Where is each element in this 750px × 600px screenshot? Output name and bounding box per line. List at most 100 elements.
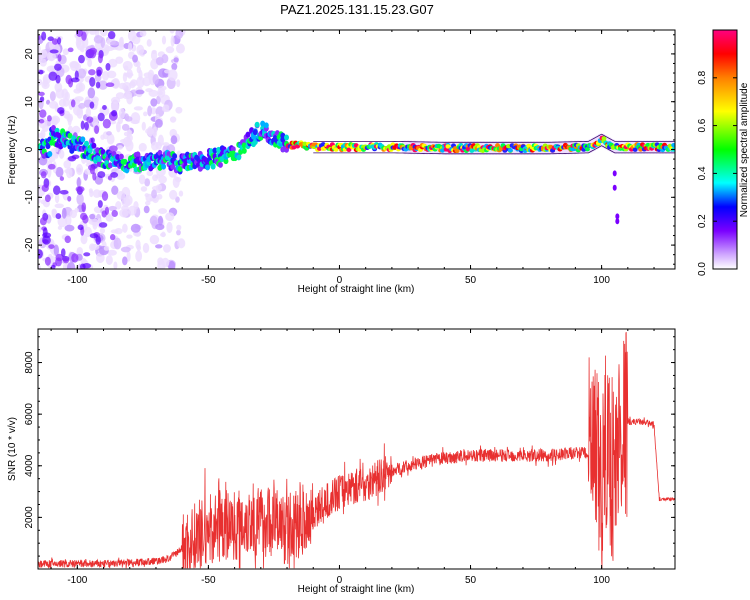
heatmap-cell	[47, 163, 56, 170]
snr-panel: -100 -50 0 50 100 2000 4000 6000 8000 Height of…	[7, 328, 676, 595]
heatmap-cell	[115, 92, 125, 99]
heatmap-cell	[106, 131, 112, 136]
heatmap-cell	[126, 251, 131, 262]
heatmap-cell	[69, 61, 79, 72]
heatmap-cell	[223, 158, 229, 165]
heatmap-cell	[46, 51, 56, 62]
heatmap-cell	[59, 176, 65, 181]
heatmap-cell	[100, 148, 106, 155]
heatmap-cell	[236, 154, 242, 161]
heatmap-cell	[76, 246, 84, 257]
heatmap-cell	[157, 257, 164, 266]
heatmap-cell	[107, 175, 113, 181]
heatmap-cell	[109, 234, 116, 241]
heatmap-cell	[105, 255, 113, 266]
heatmap-cell	[178, 190, 184, 197]
heatmap-cell	[174, 176, 182, 183]
heatmap-cell	[53, 185, 61, 195]
heatmap-cell	[102, 118, 111, 129]
heatmap-cell	[157, 215, 164, 226]
heatmap-cell	[77, 68, 87, 79]
heatmap-cell	[115, 201, 122, 210]
heatmap-cell	[141, 121, 146, 131]
heatmap-cell	[89, 30, 97, 35]
heatmap-cell	[98, 222, 108, 228]
heatmap-cell	[123, 131, 129, 137]
heatmap-cell	[152, 126, 158, 138]
heatmap-cell	[80, 120, 85, 130]
heatmap-cell	[101, 210, 107, 218]
heatmap-cell	[64, 235, 71, 244]
heatmap-cell	[83, 252, 91, 257]
heatmap-cell	[612, 184, 617, 191]
colorbar-ticks: 0.0 0.2 0.4 0.6 0.8	[697, 70, 737, 276]
heatmap-cell	[106, 133, 115, 145]
colorbar-gradient	[712, 29, 738, 270]
heatmap-cell	[103, 44, 110, 54]
heatmap-cell	[42, 124, 49, 132]
heatmap-cell	[169, 128, 178, 138]
heatmap-cell	[116, 172, 126, 180]
heatmap-cell	[138, 69, 143, 81]
heatmap-cell	[80, 234, 88, 245]
snr-series-line	[38, 331, 675, 569]
heatmap-cell	[146, 170, 154, 177]
heatmap-cell	[177, 165, 183, 172]
colorbar-tick-label: 0.8	[697, 70, 708, 84]
heatmap-cell	[49, 49, 59, 54]
heatmap-cell	[66, 167, 73, 179]
heatmap-cell	[48, 244, 55, 249]
heatmap-cell	[169, 30, 175, 34]
heatmap-cell	[152, 74, 159, 85]
heatmap-cell	[252, 129, 258, 136]
heatmap-cell	[82, 214, 89, 224]
heatmap-cell	[163, 244, 171, 253]
heatmap-cell	[170, 135, 178, 145]
heatmap-cell	[89, 76, 96, 87]
heatmap-cell	[89, 101, 95, 109]
heatmap-cell	[108, 145, 118, 153]
heatmap-cell	[86, 116, 94, 123]
snr-y-tick-label: 6000	[24, 403, 35, 426]
heatmap-cell	[245, 131, 251, 138]
heatmap-cell	[671, 143, 675, 148]
heatmap-cell	[38, 264, 41, 269]
heatmap-cell	[57, 53, 62, 62]
colorbar-label: Normalized spectral amplitude	[739, 82, 750, 217]
heatmap-cell	[73, 88, 82, 94]
snr-x-tick-label: -100	[67, 575, 87, 586]
heatmap-cell	[110, 229, 119, 234]
heatmap-cell	[146, 39, 152, 47]
heatmap-cell	[76, 177, 81, 189]
heatmap-cell	[38, 195, 41, 204]
heatmap-cell	[79, 263, 86, 269]
heatmap-cell	[118, 82, 127, 90]
heatmap-cell	[88, 218, 99, 226]
ridge-outline-lower	[313, 145, 675, 155]
heatmap-cell	[55, 213, 62, 220]
heatmap-cell	[75, 186, 85, 193]
heatmap-cell	[176, 224, 182, 231]
heatmap-cell	[130, 119, 140, 124]
heatmap-cell	[132, 54, 138, 63]
heatmap-cell	[169, 189, 178, 200]
heatmap-cell	[110, 101, 120, 112]
heatmap-cell	[67, 195, 72, 202]
heatmap-cell	[55, 88, 65, 99]
heatmap-cell	[175, 43, 185, 54]
heatmap-cell	[40, 171, 47, 179]
heatmap-cell	[116, 121, 121, 133]
heatmap-cell	[175, 30, 184, 39]
heatmap-cell	[74, 70, 79, 80]
heatmap-cell	[108, 205, 117, 211]
heatmap-cell	[175, 196, 180, 203]
heatmap-cell	[87, 58, 93, 68]
heatmap-cell	[89, 165, 95, 175]
heatmap-cell	[54, 193, 60, 204]
heatmap-cell	[70, 77, 80, 83]
heatmap-cell	[135, 89, 145, 95]
heatmap-cell	[105, 82, 115, 88]
heatmap-cell	[51, 38, 58, 45]
